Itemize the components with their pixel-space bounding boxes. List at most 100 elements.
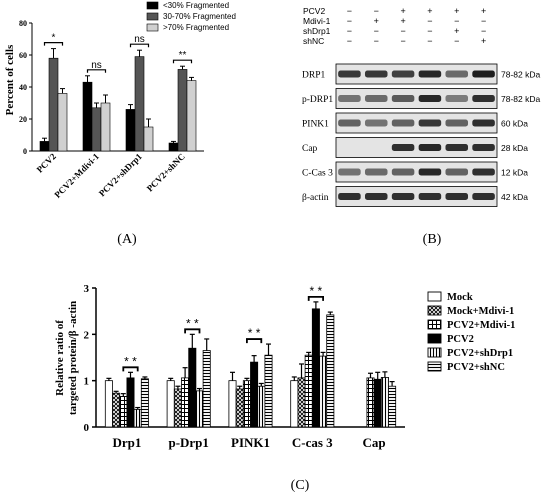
panel-a-ytick-label: 20	[19, 115, 27, 124]
blot-condition-mark: −	[347, 36, 352, 46]
panel-a-bars: * ns ns **	[39, 33, 197, 152]
blot-band	[472, 70, 495, 78]
blot-band	[418, 95, 442, 102]
panel-c-sig-bracket	[246, 338, 263, 344]
blot-band	[445, 95, 469, 102]
blot-strip	[335, 137, 498, 158]
panel-c-sig-bracket	[184, 328, 201, 334]
panel-a-sig-bracket	[129, 43, 150, 48]
blot-condition-mark: +	[481, 6, 486, 16]
blot-protein-label: Cap	[302, 144, 318, 154]
panel-c-category-label: Cap	[363, 435, 386, 450]
blot-condition-label: shDrp1	[303, 26, 331, 36]
blot-size-label: 78-82 kDa	[501, 94, 540, 104]
blot-condition-mark: −	[427, 26, 432, 36]
blot-band	[472, 95, 495, 102]
panel-a-category-label: PCV2	[35, 151, 59, 175]
blot-band	[472, 119, 495, 127]
panel-a-sig-label: *	[52, 33, 56, 44]
panel-a-legend-label: 30-70% Fragmented	[163, 12, 236, 21]
panel-c-ytick-label: 3	[84, 283, 90, 295]
blot-size-label: 12 kDa	[501, 168, 528, 178]
blot-band	[472, 193, 495, 200]
blot-band	[364, 95, 388, 102]
panel-a-legend-label: >70% Fragmented	[163, 23, 229, 32]
blot-band	[338, 95, 361, 102]
panel-c-label: (C)	[291, 478, 310, 493]
panel-a-sig-label: ns	[91, 60, 102, 71]
blot-band	[364, 119, 388, 127]
blot-condition-mark: +	[481, 36, 486, 46]
panel-c-bar	[202, 350, 211, 428]
panel-a-bar	[134, 56, 145, 152]
panel-c-legend-swatch	[427, 291, 442, 302]
blot-protein-label: p-DRP1	[302, 95, 333, 105]
panel-c-axes: 0 1 2 3 Drp1 p-Drp1 PINK1 C-cas 3 Cap	[84, 283, 405, 450]
panel-a-bar	[100, 102, 111, 152]
panel-c-ylabel-line2: targeted protein/β -actin	[67, 301, 79, 415]
panel-c-bar	[297, 377, 306, 428]
panel-a-sig-bracket	[43, 42, 64, 46]
blot-condition-mark: +	[400, 16, 405, 26]
blot-band	[445, 119, 469, 127]
blot-band	[338, 119, 361, 127]
blot-band	[418, 168, 442, 176]
panel-c-bar	[326, 314, 335, 428]
panel-c-legend-swatch	[427, 305, 442, 316]
panel-c-sig-label: * *	[186, 316, 199, 330]
blot-condition-mark: −	[454, 36, 459, 46]
blot-condition-mark: −	[347, 16, 352, 26]
blot-band	[391, 144, 415, 151]
panel-c-bar	[188, 347, 197, 428]
blot-band	[364, 193, 388, 200]
panel-c-legend-label: PCV2+Mdivi-1	[447, 320, 515, 331]
panel-c-bar	[366, 377, 375, 428]
blot-condition-mark: +	[454, 6, 459, 16]
panel-a-category-label: PCV2+shDrp1	[97, 151, 144, 198]
blot-band	[445, 193, 469, 200]
panel-c-bars: * * * * * * * *	[104, 284, 397, 428]
blot-strip	[335, 161, 498, 183]
panel-a-category-label: PCV2+shNC	[145, 151, 187, 193]
panel-a-sig-label: **	[179, 50, 187, 61]
panel-a-bar	[82, 81, 93, 152]
panel-c-sig-bracket	[307, 296, 324, 301]
blot-condition-mark: +	[454, 26, 459, 36]
panel-a-ylabel: Percent of cells	[4, 44, 16, 115]
panel-c-sig-label: * *	[310, 284, 323, 298]
blot-size-label: 42 kDa	[501, 192, 528, 202]
blot-protein-label: DRP1	[302, 71, 325, 81]
blot-condition-mark: −	[427, 16, 432, 26]
panel-c-legend-label: PCV2+shDrp1	[447, 348, 513, 359]
blot-condition-mark: −	[374, 6, 379, 16]
panel-c-category-label: p-Drp1	[168, 435, 208, 450]
blot-condition-mark: +	[427, 6, 432, 16]
blot-band	[391, 119, 415, 127]
panel-c-bar	[112, 392, 121, 428]
panel-c-bar	[181, 377, 190, 428]
panel-c-bar	[388, 385, 397, 428]
panel-c-ytick-label: 1	[84, 376, 90, 388]
panel-c-legend: Mock Mock+Mdivi-1 PCV2+Mdivi-1 PCV2 PCV2+shD…	[427, 291, 515, 373]
panel-c-bar	[195, 390, 204, 428]
blot-protein-label: PINK1	[302, 120, 329, 130]
blot-condition-mark: +	[400, 6, 405, 16]
blot-band	[338, 168, 361, 176]
panel-c-sig-label: * *	[248, 326, 261, 340]
panel-c-legend-swatch	[427, 361, 442, 372]
panel-a-legend-swatch	[146, 23, 159, 32]
panel-c-chart: Relative ratio of targeted protein/β -ac…	[54, 283, 515, 450]
panel-c-bar	[126, 377, 135, 428]
blot-protein-label: β-actin	[302, 193, 329, 203]
panel-a-bar	[168, 142, 179, 152]
panel-a-bar	[143, 126, 154, 152]
panel-a-bar	[91, 107, 102, 152]
blot-condition-mark: −	[481, 26, 486, 36]
blot-band	[391, 193, 415, 200]
blot-band	[391, 95, 415, 102]
panel-c-bar	[380, 377, 389, 428]
panel-a-legend-label: <30% Fragmented	[163, 1, 229, 10]
panel-c-legend-label: Mock+Mdivi-1	[447, 306, 514, 317]
panel-c-category-label: C-cas 3	[292, 435, 333, 450]
